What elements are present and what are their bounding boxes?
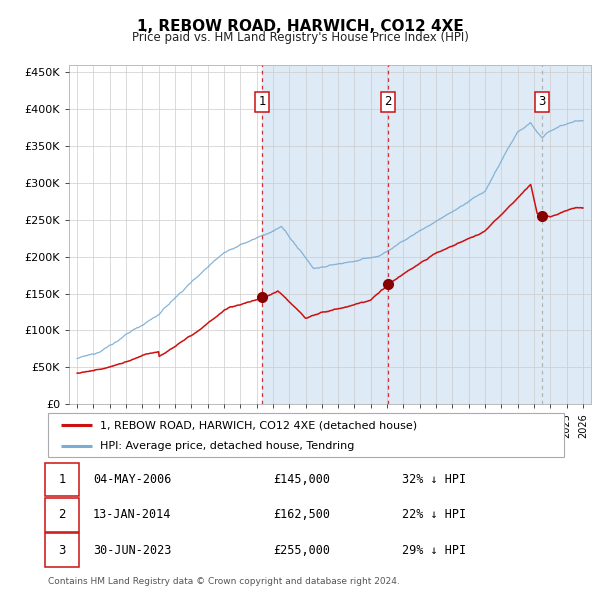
- Text: 1: 1: [58, 473, 66, 486]
- Bar: [550, 65, 591, 404]
- Text: Price paid vs. HM Land Registry's House Price Index (HPI): Price paid vs. HM Land Registry's House …: [131, 31, 469, 44]
- Bar: [262, 65, 550, 404]
- Text: 30-JUN-2023: 30-JUN-2023: [93, 543, 172, 557]
- Text: 22% ↓ HPI: 22% ↓ HPI: [402, 508, 466, 522]
- Text: 04-MAY-2006: 04-MAY-2006: [93, 473, 172, 486]
- Text: 13-JAN-2014: 13-JAN-2014: [93, 508, 172, 522]
- Text: 2: 2: [384, 95, 391, 109]
- Text: 2: 2: [58, 508, 66, 522]
- Text: 3: 3: [58, 543, 66, 557]
- FancyBboxPatch shape: [48, 413, 564, 457]
- Text: Contains HM Land Registry data © Crown copyright and database right 2024.: Contains HM Land Registry data © Crown c…: [48, 577, 400, 586]
- Text: £145,000: £145,000: [273, 473, 330, 486]
- Text: 3: 3: [538, 95, 545, 109]
- Text: 1, REBOW ROAD, HARWICH, CO12 4XE: 1, REBOW ROAD, HARWICH, CO12 4XE: [137, 19, 463, 34]
- Text: £162,500: £162,500: [273, 508, 330, 522]
- Text: 32% ↓ HPI: 32% ↓ HPI: [402, 473, 466, 486]
- Text: 1: 1: [259, 95, 266, 109]
- Text: £255,000: £255,000: [273, 543, 330, 557]
- Text: HPI: Average price, detached house, Tendring: HPI: Average price, detached house, Tend…: [100, 441, 354, 451]
- Text: 1, REBOW ROAD, HARWICH, CO12 4XE (detached house): 1, REBOW ROAD, HARWICH, CO12 4XE (detach…: [100, 421, 417, 430]
- Text: 29% ↓ HPI: 29% ↓ HPI: [402, 543, 466, 557]
